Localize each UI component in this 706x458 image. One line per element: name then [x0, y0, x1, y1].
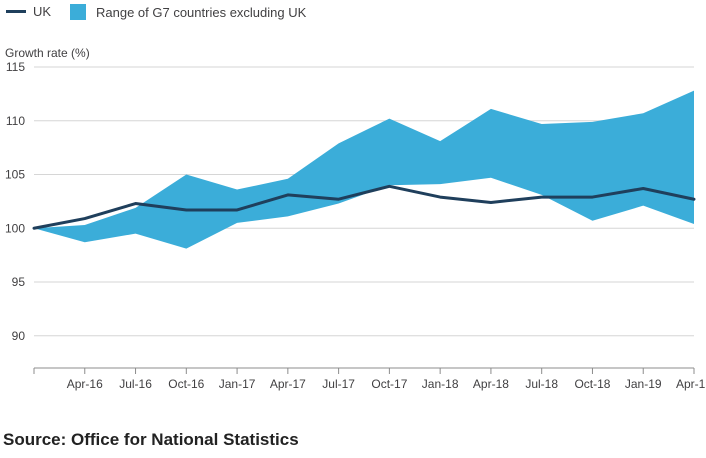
y-tick-label-105: 105 — [5, 168, 25, 182]
gridlines — [34, 66, 694, 337]
x-tick-label-jan-18: Jan-18 — [422, 377, 459, 391]
g7-range-swatch — [70, 4, 86, 20]
legend-label-g7-range: Range of G7 countries excluding UK — [96, 4, 307, 20]
x-tick-label-jul-18: Jul-18 — [525, 377, 558, 391]
y-tick-labels: 90 95 100 105 110 115 — [5, 60, 25, 343]
y-tick-label-100: 100 — [5, 221, 25, 235]
y-tick-label-90: 90 — [12, 329, 26, 343]
x-tick-label-jan-19: Jan-19 — [625, 377, 662, 391]
x-axis — [33, 367, 695, 374]
y-tick-label-110: 110 — [6, 114, 25, 128]
uk-line-layer — [32, 184, 696, 230]
y-tick-label-95: 95 — [12, 275, 26, 289]
x-tick-labels: Apr-16 Jul-16 Oct-16 Jan-17 Apr-17 Jul-17 Oct-… — [67, 377, 706, 391]
g7-range-band-layer — [34, 90, 694, 249]
uk-line-swatch — [6, 10, 26, 13]
growth-rate-chart: 90 95 100 105 110 115 Apr-16 Jul-16 Oct-16 Jan-1… — [5, 60, 706, 391]
x-tick-label-apr-19: Apr-19 — [676, 377, 706, 391]
x-tick-label-oct-17: Oct-17 — [371, 377, 407, 391]
legend-label-uk: UK — [33, 4, 52, 19]
y-tick-label-115: 115 — [6, 60, 25, 74]
x-tick-label-apr-16: Apr-16 — [67, 377, 103, 391]
x-tick-label-oct-16: Oct-16 — [168, 377, 204, 391]
legend-item-g7-range[interactable]: Range of G7 countries excluding UK — [70, 4, 306, 20]
source-note: Source: Office for National Statistics — [3, 430, 299, 449]
x-tick-label-jan-17: Jan-17 — [219, 377, 256, 391]
y-axis-title: Growth rate (%) — [5, 46, 90, 60]
x-tick-label-apr-18: Apr-18 — [473, 377, 509, 391]
x-tick-label-apr-17: Apr-17 — [270, 377, 306, 391]
x-tick-label-jul-17: Jul-17 — [322, 377, 355, 391]
legend-item-uk[interactable]: UK — [6, 4, 51, 19]
x-tick-label-jul-16: Jul-16 — [119, 377, 152, 391]
legend: UK Range of G7 countries excluding UK — [0, 4, 706, 24]
x-tick-label-oct-18: Oct-18 — [574, 377, 610, 391]
uk-line — [32, 184, 696, 230]
g7-range-band — [34, 90, 694, 249]
